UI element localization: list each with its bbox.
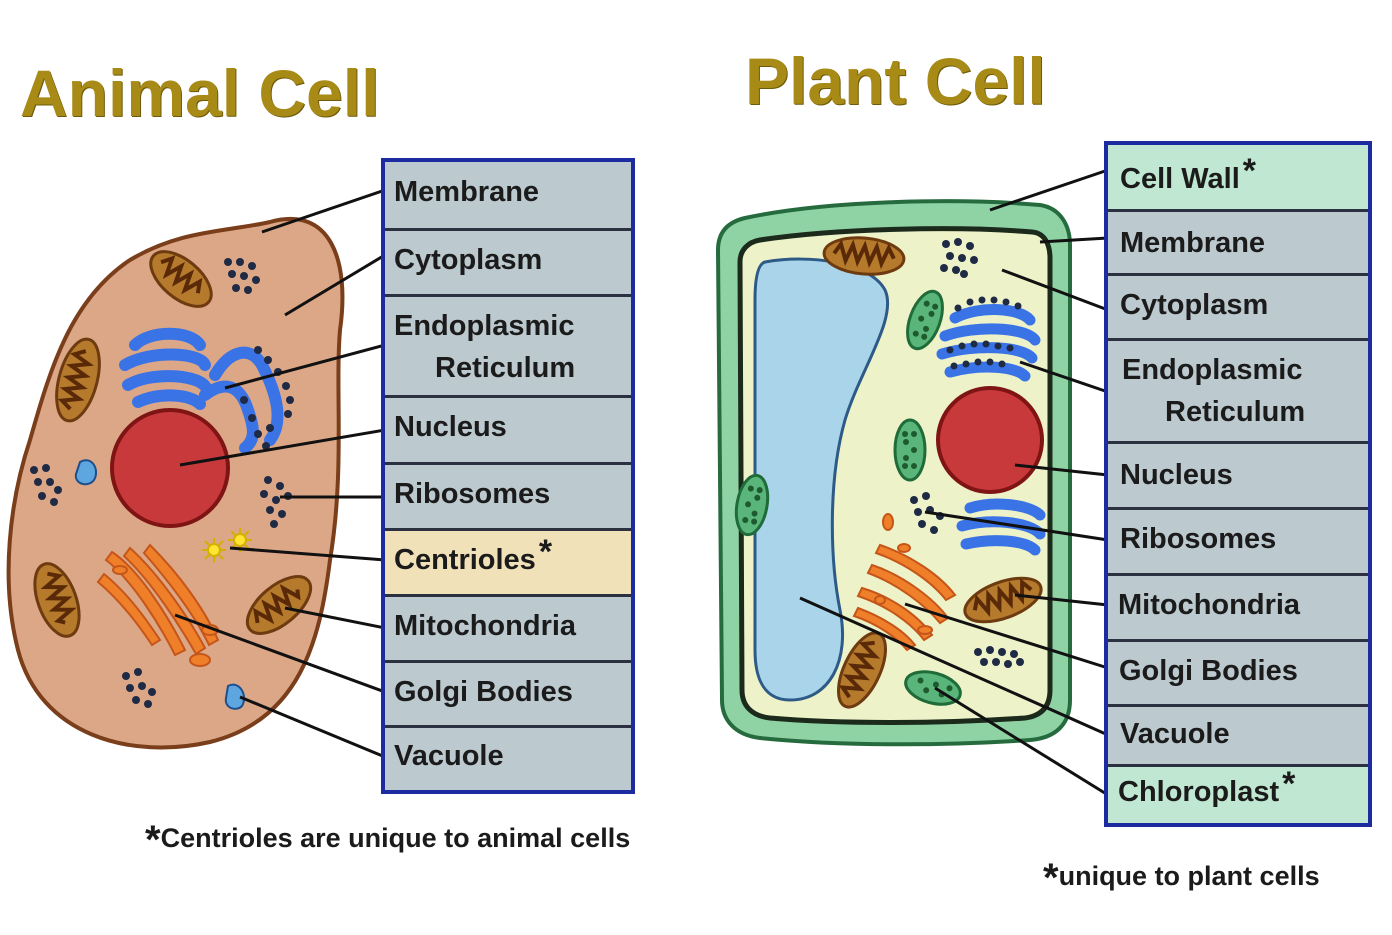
animal-label-vacuole: Vacuole [385, 728, 631, 790]
plant-pointer-lines [799, 168, 1109, 797]
animal-golgi-bodies [96, 543, 220, 667]
plant-label-mitochondria: Mitochondria [1108, 576, 1368, 642]
plant-label-golgi-bodies: Golgi Bodies [1108, 642, 1368, 707]
animal-centrioles [202, 528, 252, 562]
animal-pointer-lines [174, 188, 386, 759]
animal-label-membrane: Membrane [385, 162, 631, 231]
animal-vacuoles [74, 459, 246, 710]
animal-label-er: Endoplasmic Reticulum [385, 297, 631, 398]
animal-label-mitochondria: Mitochondria [385, 597, 631, 663]
animal-cell-title: Animal Cell [20, 56, 380, 130]
plant-label-ribosomes: Ribosomes [1108, 510, 1368, 576]
animal-label-cytoplasm: Cytoplasm [385, 231, 631, 297]
plant-label-er: Endoplasmic Reticulum [1108, 341, 1368, 444]
animal-label-nucleus: Nucleus [385, 398, 631, 465]
plant-chloroplasts [734, 289, 962, 706]
plant-ribosomes [910, 238, 1024, 668]
plant-label-chloroplast: Chloroplast* [1108, 767, 1368, 823]
animal-legend: Membrane Cytoplasm Endoplasmic Reticulum… [381, 158, 635, 794]
plant-cell-title: Plant Cell [745, 44, 1046, 118]
animal-footnote: *Centrioles are unique to animal cells [145, 818, 631, 862]
plant-nucleus [936, 386, 1044, 494]
unique-star: * [538, 533, 553, 571]
plant-label-nucleus: Nucleus [1108, 444, 1368, 510]
plant-footnote: *unique to plant cells [1043, 856, 1320, 900]
plant-golgi-bodies [852, 513, 957, 652]
animal-er-ribosomes [240, 346, 294, 450]
plant-er-ribosomes [946, 296, 1022, 370]
plant-label-vacuole: Vacuole [1108, 707, 1368, 767]
animal-cell [6, 188, 386, 759]
plant-legend: Cell Wall* Membrane Cytoplasm Endoplasmi… [1104, 141, 1372, 827]
unique-star: * [1282, 765, 1296, 803]
plant-label-cytoplasm: Cytoplasm [1108, 276, 1368, 341]
animal-mitochondria [33, 250, 313, 638]
unique-star: * [1242, 152, 1257, 190]
plant-vacuole [753, 257, 890, 702]
animal-label-golgi-bodies: Golgi Bodies [385, 663, 631, 728]
animal-nucleus [110, 408, 230, 528]
animal-endoplasmic-reticulum [119, 327, 284, 454]
footnote-star: * [145, 818, 161, 862]
animal-label-ribosomes: Ribosomes [385, 465, 631, 531]
animal-label-centrioles: Centrioles* [385, 531, 631, 597]
plant-label-cell-wall: Cell Wall* [1108, 145, 1368, 212]
plant-cell [715, 168, 1109, 797]
footnote-star: * [1043, 856, 1059, 900]
plant-label-membrane: Membrane [1108, 212, 1368, 276]
plant-mitochondria [822, 236, 1043, 709]
